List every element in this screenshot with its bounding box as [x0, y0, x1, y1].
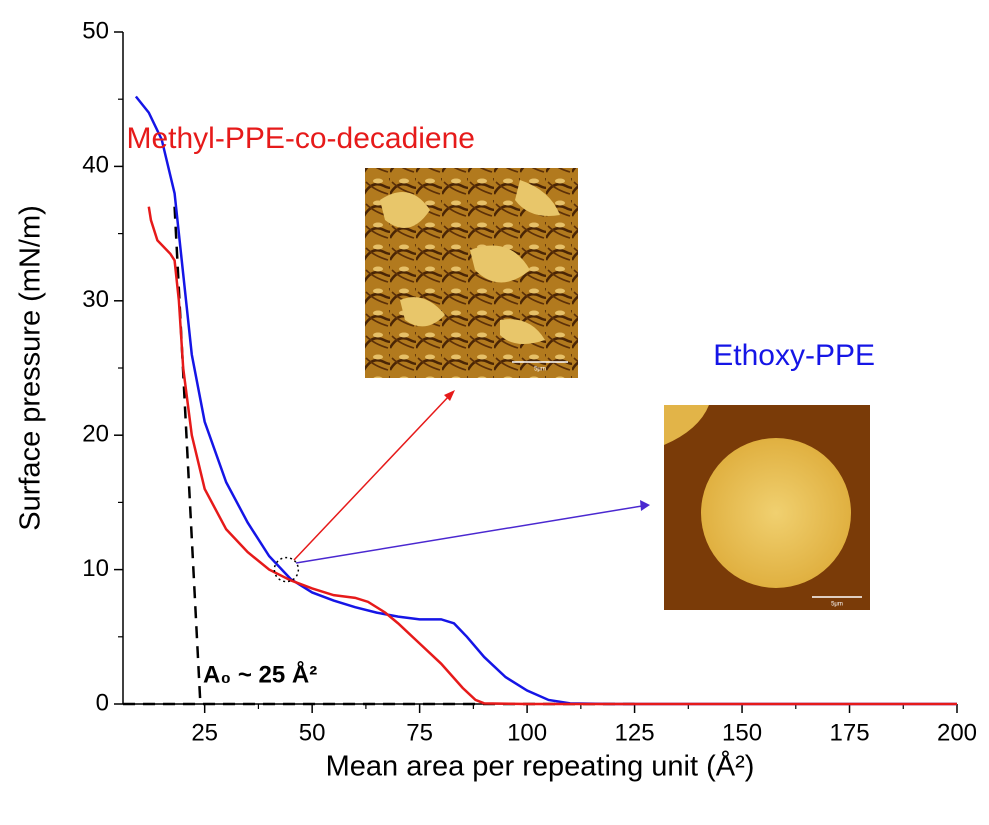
legend-label: Methyl-PPE-co-decadiene: [126, 122, 475, 155]
legend-label: Ethoxy-PPE: [713, 339, 875, 372]
x-tick-label: 200: [937, 719, 977, 746]
inset-ethoxy: 5μm: [664, 405, 870, 610]
y-tick-label: 50: [82, 17, 109, 44]
y-tick-label: 40: [82, 152, 109, 179]
y-tick-label: 20: [82, 421, 109, 448]
y-tick-label: 30: [82, 286, 109, 313]
x-tick-label: 100: [507, 719, 547, 746]
scale-label: 5μm: [534, 367, 546, 373]
y-tick-label: 10: [82, 555, 109, 582]
y-tick-label: 0: [96, 689, 109, 716]
x-axis-label: Mean area per repeating unit (Å²): [326, 750, 755, 783]
annotation: A₀ ~ 25 Å²: [203, 660, 317, 688]
x-tick-label: 50: [299, 719, 326, 746]
x-tick-label: 175: [830, 719, 870, 746]
x-tick-label: 75: [406, 719, 433, 746]
scale-label: 5μm: [831, 602, 843, 608]
inset-methyl: 5μm: [365, 168, 578, 378]
x-tick-label: 125: [615, 719, 655, 746]
x-tick-label: 150: [722, 719, 762, 746]
y-axis-label: Surface pressure (mN/m): [15, 205, 47, 531]
x-tick-label: 25: [191, 719, 218, 746]
arrows: [294, 390, 650, 563]
chart: 5μm 5μm Mean area per repeating unit (Å²…: [0, 0, 989, 820]
